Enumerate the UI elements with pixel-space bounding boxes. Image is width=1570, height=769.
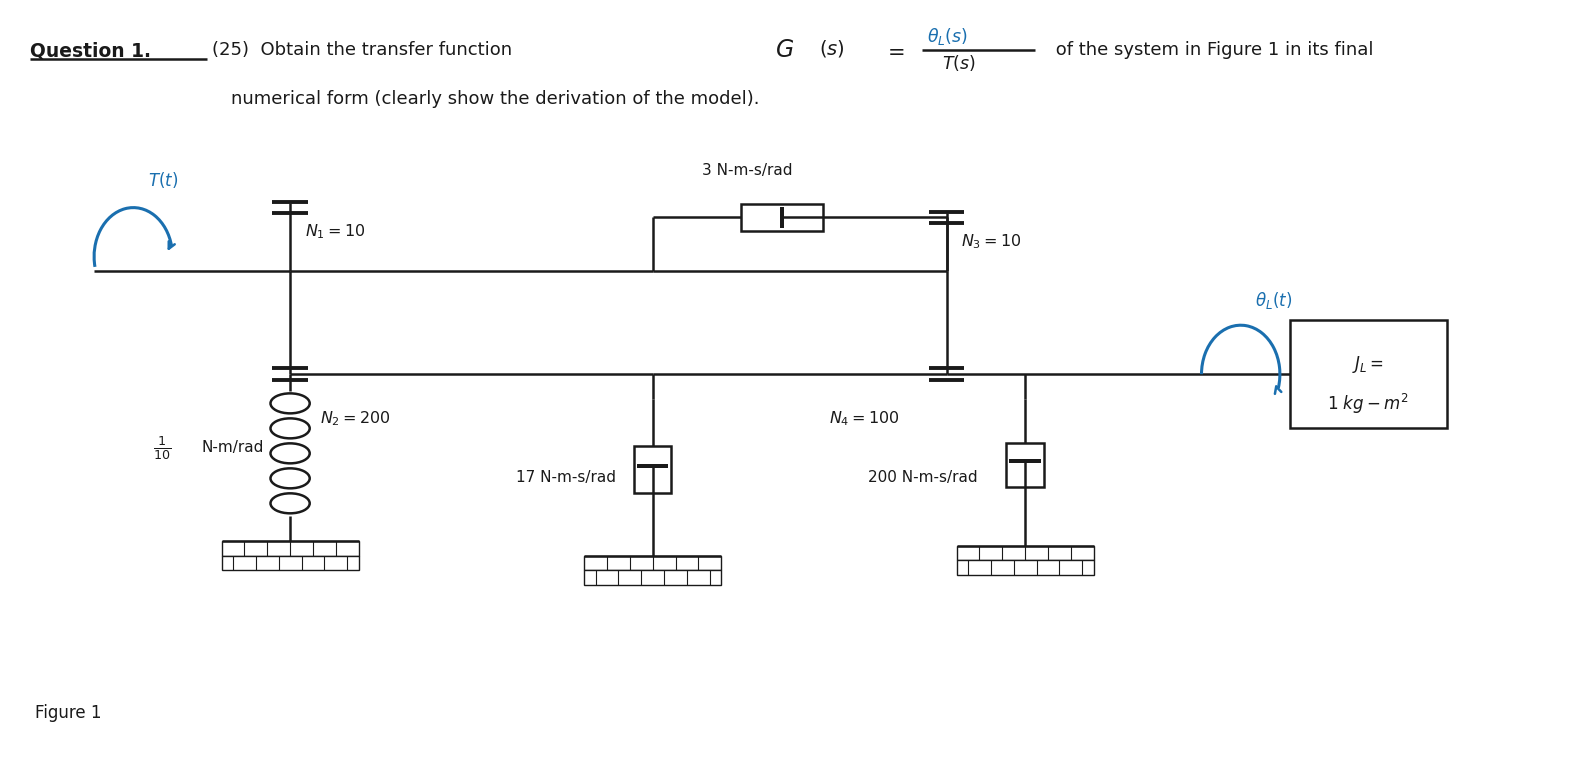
Ellipse shape xyxy=(270,418,309,438)
Text: $\theta_L(t)$: $\theta_L(t)$ xyxy=(1256,289,1292,311)
Text: 200 N-m-s/rad: 200 N-m-s/rad xyxy=(868,470,978,484)
Text: $1\ kg - m^2$: $1\ kg - m^2$ xyxy=(1327,391,1408,416)
Bar xyxy=(221,555,358,570)
Text: $J_L =$: $J_L =$ xyxy=(1352,354,1385,375)
Text: numerical form (clearly show the derivation of the model).: numerical form (clearly show the derivat… xyxy=(231,90,760,108)
Ellipse shape xyxy=(270,444,309,464)
Text: Figure 1: Figure 1 xyxy=(35,704,102,722)
Bar xyxy=(956,546,1094,561)
Text: (25)  Obtain the transfer function: (25) Obtain the transfer function xyxy=(212,41,518,59)
Bar xyxy=(1006,443,1044,487)
Text: N-m/rad: N-m/rad xyxy=(203,440,264,455)
Text: $=$: $=$ xyxy=(882,41,904,61)
Text: 3 N-m-s/rad: 3 N-m-s/rad xyxy=(702,163,793,178)
Bar xyxy=(956,561,1094,575)
Text: of the system in Figure 1 in its final: of the system in Figure 1 in its final xyxy=(1050,41,1374,59)
Text: $N_1 = 10$: $N_1 = 10$ xyxy=(305,223,366,241)
Bar xyxy=(584,570,721,585)
Text: $\frac{1}{10}$: $\frac{1}{10}$ xyxy=(152,434,171,461)
Text: 17 N-m-s/rad: 17 N-m-s/rad xyxy=(515,470,615,484)
Text: Question 1.: Question 1. xyxy=(30,41,151,60)
Text: $\theta_L(s)$: $\theta_L(s)$ xyxy=(928,26,969,48)
Text: $N_2 = 200$: $N_2 = 200$ xyxy=(320,409,389,428)
Bar xyxy=(584,555,721,570)
Text: $\mathit{(s)}$: $\mathit{(s)}$ xyxy=(820,38,845,59)
Bar xyxy=(221,541,358,555)
Text: $\mathit{G}$: $\mathit{G}$ xyxy=(776,38,794,62)
Bar xyxy=(634,446,672,493)
Text: $T(s)$: $T(s)$ xyxy=(942,53,975,73)
Text: $N_3 = 10$: $N_3 = 10$ xyxy=(961,232,1022,251)
Bar xyxy=(1289,321,1446,428)
Text: $T(t)$: $T(t)$ xyxy=(148,170,179,190)
Ellipse shape xyxy=(270,468,309,488)
Ellipse shape xyxy=(270,494,309,514)
Ellipse shape xyxy=(270,394,309,414)
Text: $N_4 = 100$: $N_4 = 100$ xyxy=(829,409,900,428)
Bar xyxy=(741,204,823,231)
